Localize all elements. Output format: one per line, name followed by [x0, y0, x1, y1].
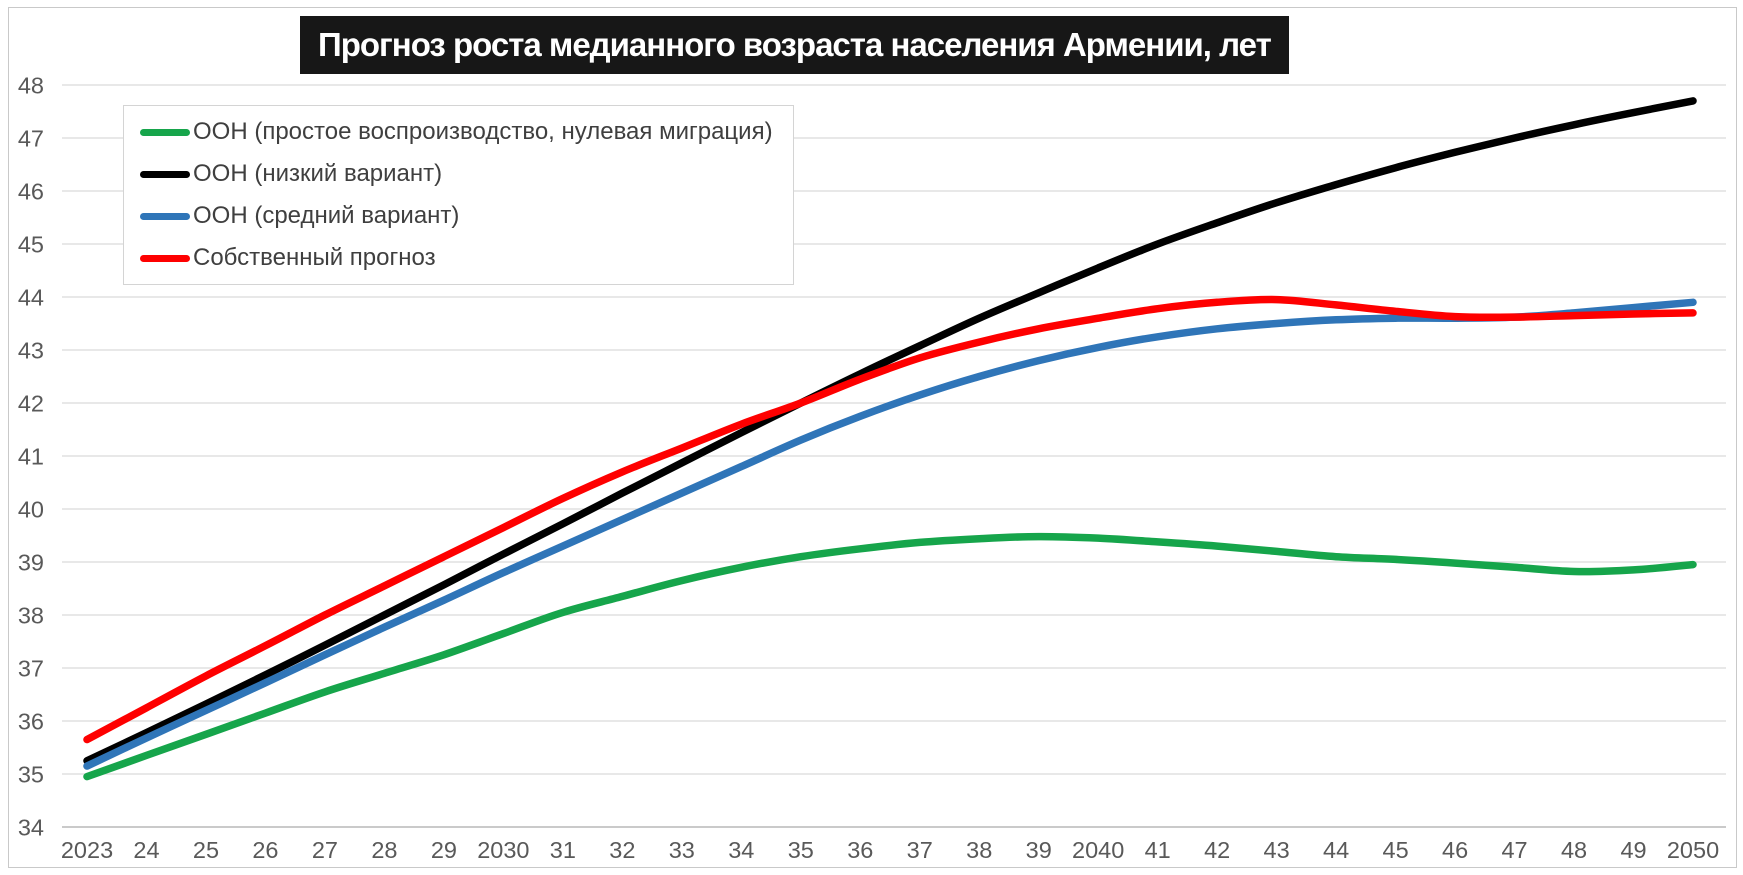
x-tick-label: 45 [1383, 837, 1409, 863]
legend-line-swatch-un-medium-variant [140, 212, 190, 220]
legend-label: ООН (простое воспроизводство, нулевая ми… [193, 118, 773, 145]
x-tick-label: 47 [1501, 837, 1527, 863]
legend-item-own-forecast: Собственный прогноз [140, 237, 773, 279]
y-tick-label: 38 [18, 603, 44, 629]
x-tick-label: 48 [1561, 837, 1587, 863]
y-tick-label: 40 [18, 497, 44, 523]
y-tick-label: 39 [18, 550, 44, 576]
y-tick-label: 34 [18, 815, 44, 841]
chart-border [8, 7, 1737, 868]
x-tick-label: 28 [371, 837, 397, 863]
x-tick-label: 2023 [61, 837, 113, 863]
y-tick-label: 41 [18, 444, 44, 470]
x-tick-label: 2050 [1667, 837, 1719, 863]
y-tick-label: 46 [18, 179, 44, 205]
series-line-own-forecast [83, 295, 1697, 744]
y-tick-label: 37 [18, 656, 44, 682]
x-tick-label: 49 [1620, 837, 1646, 863]
legend-line-swatch-un-low-variant [140, 170, 190, 178]
x-tick-label: 33 [669, 837, 695, 863]
x-tick-label: 34 [728, 837, 754, 863]
x-tick-label: 24 [133, 837, 159, 863]
legend-line-swatch-un-zero-migration [140, 128, 190, 136]
series-line-un-zero-migration [83, 532, 1697, 781]
x-tick-label: 41 [1145, 837, 1171, 863]
y-tick-label: 43 [18, 338, 44, 364]
x-tick-label: 36 [847, 837, 873, 863]
y-tick-label: 42 [18, 391, 44, 417]
x-tick-label: 35 [788, 837, 814, 863]
y-tick-label: 35 [18, 762, 44, 788]
series-line-un-medium-variant [83, 298, 1697, 770]
x-tick-label: 42 [1204, 837, 1230, 863]
chart-title: Прогноз роста медианного возраста населе… [300, 16, 1289, 74]
x-tick-label: 37 [907, 837, 933, 863]
legend-item-un-zero-migration: ООН (простое воспроизводство, нулевая ми… [140, 111, 773, 153]
x-tick-label: 44 [1323, 837, 1349, 863]
y-tick-label: 48 [18, 73, 44, 99]
legend-label: ООН (низкий вариант) [193, 160, 443, 187]
legend-item-un-low-variant: ООН (низкий вариант) [140, 153, 773, 195]
x-tick-label: 25 [193, 837, 219, 863]
legend-line-swatch-own-forecast [140, 254, 190, 262]
x-tick-label: 38 [966, 837, 992, 863]
legend-label: ООН (средний вариант) [193, 202, 460, 229]
x-tick-label: 46 [1442, 837, 1468, 863]
x-tick-label: 27 [312, 837, 338, 863]
legend-item-un-medium-variant: ООН (средний вариант) [140, 195, 773, 237]
x-tick-label: 39 [1026, 837, 1052, 863]
x-tick-label: 43 [1264, 837, 1290, 863]
legend-label: Собственный прогноз [193, 244, 436, 271]
x-tick-label: 32 [609, 837, 635, 863]
x-tick-label: 31 [550, 837, 576, 863]
y-tick-label: 36 [18, 709, 44, 735]
x-tick-label: 29 [431, 837, 457, 863]
y-tick-label: 47 [18, 126, 44, 152]
x-tick-label: 2030 [477, 837, 529, 863]
x-tick-label: 2040 [1072, 837, 1124, 863]
y-tick-label: 44 [18, 285, 44, 311]
x-tick-label: 26 [252, 837, 278, 863]
y-tick-label: 45 [18, 232, 44, 258]
series-line-un-low-variant [83, 97, 1697, 765]
legend: ООН (простое воспроизводство, нулевая ми… [123, 105, 794, 285]
